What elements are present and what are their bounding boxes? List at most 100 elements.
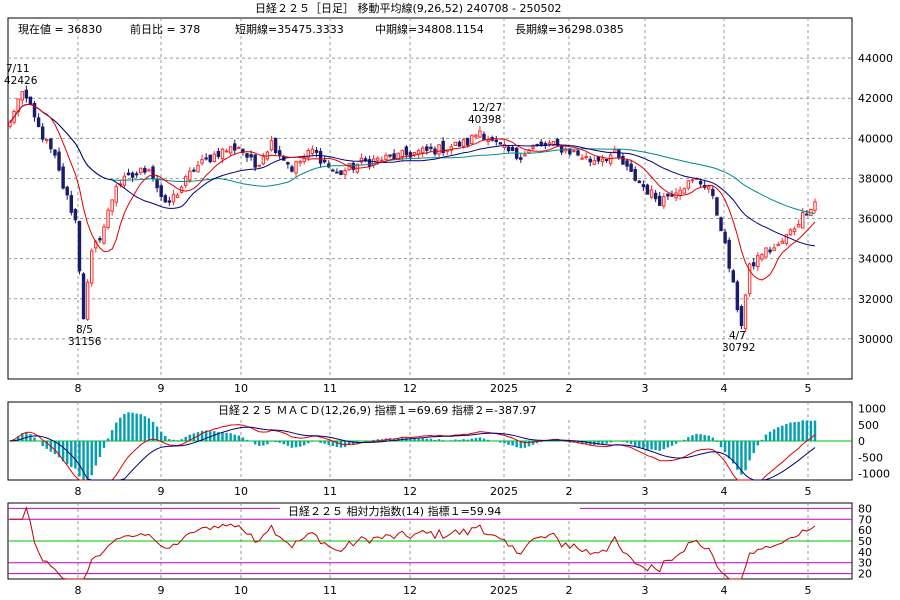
rsi-line [10,506,816,580]
candle-body [339,170,343,176]
macd-bar [691,435,694,441]
macd-bar [347,441,351,446]
candle-body [588,158,592,163]
candle-body [478,130,482,138]
macd-bar [110,430,114,441]
macd-bar [437,439,441,441]
macd-bar [441,440,445,441]
annotation-date: 4/7 [729,330,746,342]
macd-bar [658,441,661,451]
candle-body [751,262,756,267]
macd-bar [204,430,208,441]
candle-body [335,171,339,174]
macd-bar [249,441,253,442]
macd-bar [115,422,118,441]
macd-bar [53,441,57,455]
macd-bar [732,441,735,464]
x-tick-label: 11 [323,382,337,395]
candle-body [228,146,233,154]
macd-bar [707,435,710,441]
macd-bar [376,439,379,441]
x-tick-label: 5 [805,584,812,597]
candle-body [572,150,576,153]
macd-bar [605,441,608,444]
macd-bar [809,420,813,441]
candle-body [294,161,298,174]
candle-body [98,238,102,241]
macd-bar [654,441,657,451]
candle-body [400,149,405,157]
macd-bar [172,439,175,441]
candle-body [196,164,200,173]
candle-body [20,91,24,101]
macd-bar [421,438,424,441]
candle-body [36,117,41,128]
macd-bar [335,441,339,448]
macd-bar [748,441,751,461]
candle-body [420,147,425,154]
short-ma-line [9,103,816,281]
candle-body [216,150,221,157]
x-tick-label: 5 [805,485,812,498]
candle-body [678,189,682,196]
candle-body [470,134,474,144]
candle-body [208,154,212,163]
candle-body [163,195,167,203]
macd-bar [82,441,85,480]
candle-body [625,160,629,167]
candle-body [253,154,257,168]
candle-body [53,149,57,156]
x-tick-label: 5 [805,382,812,395]
macd-bar [531,441,535,445]
candle-body [106,209,110,228]
candle-body [175,194,180,199]
mid-ma-line [9,103,816,247]
candle-body [539,141,543,146]
macd-bar [290,441,294,448]
x-tick-label: 10 [234,584,248,597]
candle-body [220,148,225,160]
macd-bar [699,434,702,441]
candle-body [380,159,384,162]
candle-body [604,158,609,161]
candle-body [723,231,727,244]
x-tick-label: 2025 [490,485,518,498]
x-tick-label: 2 [566,485,573,498]
macd-bar [200,430,204,441]
candle-body [645,184,650,195]
macd-bar [813,420,817,441]
candle-body [801,212,805,229]
candle-body [32,102,37,118]
y-tick-label: 60 [858,524,872,537]
annotation-date: 7/11 [6,63,30,75]
day-change: 前日比 = 378 [130,22,200,36]
macd-bar [274,441,277,443]
macd-bar [580,441,584,445]
signal-line [9,426,816,481]
macd-bar [486,439,490,441]
candle-body [739,306,744,327]
macd-bar [78,441,81,477]
candle-body [592,160,597,165]
candle-body [376,157,380,161]
candle-body [662,196,666,207]
macd-bar [155,426,159,441]
annotation-value: 42426 [4,75,38,87]
macd-bar [225,432,228,441]
x-tick-label: 12 [403,382,417,395]
macd-bar [143,416,147,441]
y-tick-label: 38000 [858,172,893,185]
candle-body [707,186,711,190]
grid-lines [8,18,852,579]
macd-bar [331,441,335,447]
candle-body [764,247,768,258]
candle-body [658,195,662,206]
candle-body [449,146,454,151]
candle-body [257,164,261,167]
candles [8,85,817,333]
macd-bar [515,441,518,448]
macd-bar [159,431,163,441]
candle-body [90,250,94,284]
candle-body [608,154,613,164]
